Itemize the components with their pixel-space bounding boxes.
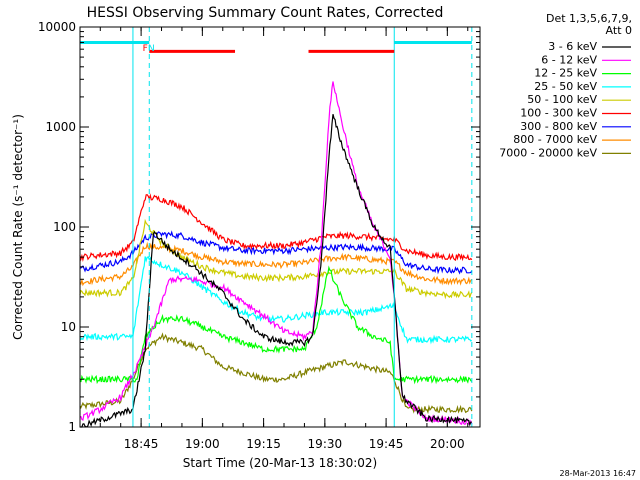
flag-n: N (148, 44, 155, 54)
x-tick-label-6: 20:00 (430, 437, 465, 451)
legend-label-2: 6 - 12 keV (541, 53, 597, 66)
legend-label-9: 7000 - 20000 keV (499, 146, 597, 159)
y-tick-label-4: 1000 (45, 120, 76, 134)
x-axis: 18:45 19:00 19:15 19:30 19:45 20:00 (99, 27, 469, 451)
x-tick-label-5: 19:45 (369, 437, 404, 451)
chart-title: HESSI Observing Summary Count Rates, Cor… (87, 5, 444, 21)
detector-info-line-2: Att 0 (606, 24, 632, 37)
series-line-7 (79, 230, 473, 275)
y-tick-label-1: 1 (68, 420, 76, 434)
legend-label-3: 12 - 25 keV (534, 67, 597, 80)
x-tick-label-4: 19:30 (308, 437, 343, 451)
detector-info-line-1: Det 1,3,5,6,7,9, (546, 12, 632, 25)
x-tick-label-2: 19:00 (185, 437, 220, 451)
series-line-3 (79, 265, 473, 385)
y-axis-label: Corrected Count Rate (s⁻¹ detector⁻¹) (11, 114, 25, 340)
plot-frame (79, 26, 481, 428)
legend-label-8: 800 - 7000 keV (513, 133, 597, 146)
footer-timestamp: 28-Mar-2013 16:47 (560, 469, 637, 478)
legend-label-1: 3 - 6 keV (548, 40, 597, 53)
series-line-6 (79, 193, 473, 263)
legend-label-6: 100 - 300 keV (520, 107, 597, 120)
y-axis: 1 10 100 1000 10000 (38, 20, 480, 434)
y-tick-label-3: 100 (53, 220, 76, 234)
legend-label-4: 25 - 50 keV (534, 80, 597, 93)
y-tick-label-5: 10000 (38, 20, 76, 34)
x-tick-label-1: 18:45 (124, 437, 159, 451)
series-line-8 (79, 241, 473, 287)
x-axis-label: Start Time (20-Mar-13 18:30:02) (183, 456, 377, 470)
x-tick-label-3: 19:15 (246, 437, 281, 451)
series-line-5 (79, 218, 473, 300)
legend-label-7: 300 - 800 keV (520, 120, 597, 133)
legend-label-5: 50 - 100 keV (527, 93, 597, 106)
series-line-1 (79, 114, 472, 428)
series-line-4 (79, 256, 473, 345)
flag-f: F (143, 44, 148, 54)
y-tick-label-2: 10 (61, 320, 76, 334)
